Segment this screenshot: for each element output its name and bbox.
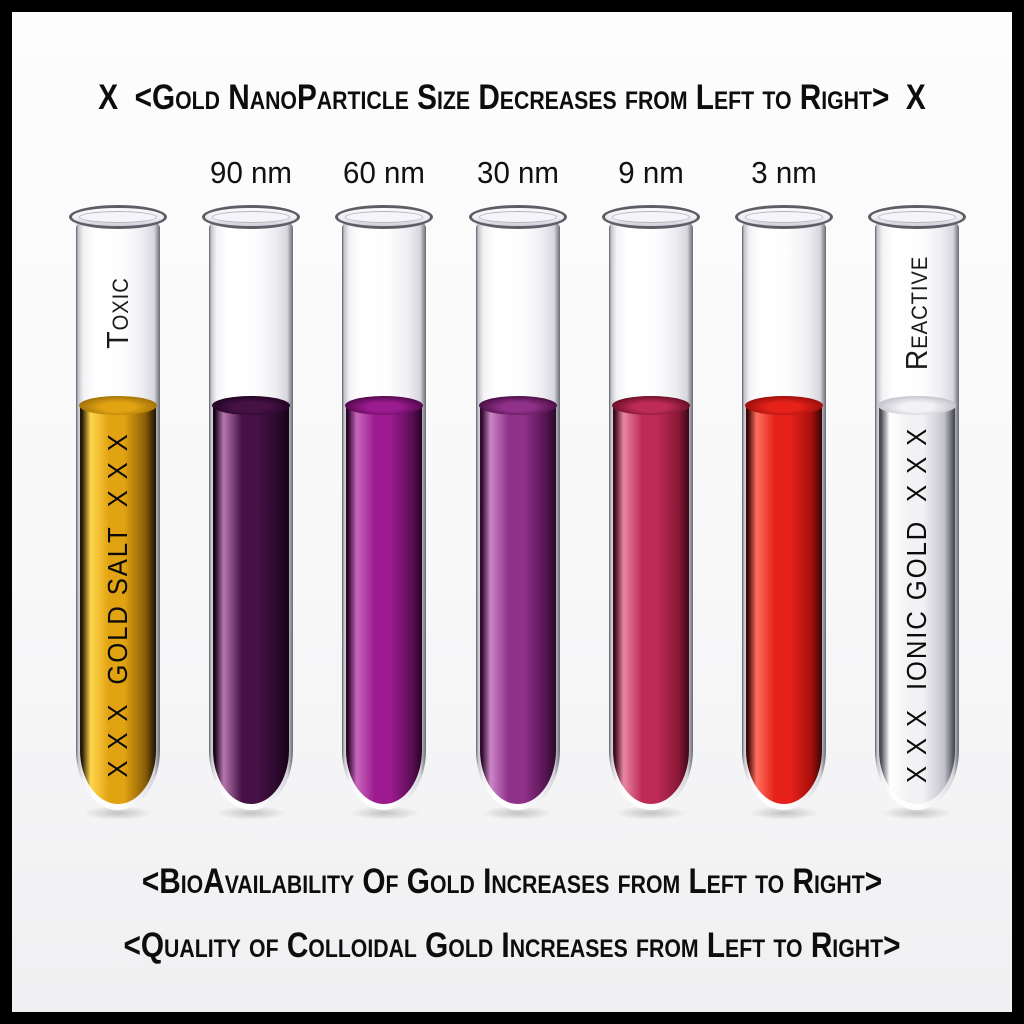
tube-liquid: X X X GOLD SALT X X X — [79, 396, 157, 804]
tube-shadow — [82, 806, 154, 820]
tube-liquid — [744, 396, 823, 804]
tube-liquid — [611, 396, 690, 804]
size-label: 30 nm — [476, 155, 559, 190]
neck-label: Toxic — [100, 277, 135, 349]
tube-rim — [468, 205, 567, 229]
tube-liquid: X X X IONIC GOLD X X X — [878, 396, 957, 804]
tube-shadow — [349, 806, 420, 820]
liquid-label: X X X GOLD SALT X X X — [102, 431, 133, 778]
tube-rim — [335, 205, 434, 229]
tube-glass — [741, 222, 826, 810]
tube-30nm: 30 nm — [468, 155, 567, 820]
size-label: 3 nm — [751, 155, 817, 190]
tube-9nm: 9 nm — [601, 155, 700, 820]
tube-glass — [475, 222, 560, 810]
tube-glass: Toxic X X X GOLD SALT X X X — [76, 222, 160, 810]
size-label: 90 nm — [210, 155, 293, 190]
tube-rim — [601, 205, 700, 229]
tube-rim — [734, 205, 833, 229]
tube-glass — [608, 222, 693, 810]
neck-label: Reactive — [899, 255, 935, 371]
tube-shadow — [215, 806, 287, 820]
tube-liquid — [345, 396, 424, 804]
tube-rim — [202, 205, 301, 229]
tube-liquid — [212, 396, 291, 804]
tube-shadow — [748, 806, 820, 820]
size-label — [42, 153, 194, 193]
tube-60nm: 60 nm — [335, 155, 434, 820]
tube-shadow — [881, 806, 953, 820]
tube-90nm: 90 nm — [202, 155, 301, 820]
tube-glass — [342, 222, 427, 810]
tube-glass — [209, 222, 294, 810]
page-title: X <Gold NanoParticle Size Decreases from… — [98, 78, 926, 117]
tube-shadow — [615, 806, 686, 820]
size-label: 60 nm — [343, 155, 426, 190]
size-label — [841, 153, 993, 193]
tube-gold-salt: Toxic X X X GOLD SALT X X X — [69, 205, 167, 820]
tube-liquid — [478, 396, 557, 804]
tube-shadow — [482, 806, 553, 820]
footer-quality: <Quality of Colloidal Gold Increases fro… — [123, 926, 901, 965]
tube-glass: Reactive X X X IONIC GOLD X X X — [875, 222, 960, 810]
liquid-label: X X X IONIC GOLD X X X — [901, 426, 933, 783]
size-label: 9 nm — [617, 155, 684, 190]
tube-ionic-gold: Reactive X X X IONIC GOLD X X X — [868, 205, 967, 820]
tube-3nm: 3 nm — [734, 155, 833, 820]
tube-rim — [69, 205, 167, 229]
footer-bioavailability: <BioAvailability Of Gold Increases from … — [141, 862, 883, 901]
tube-rim — [868, 205, 967, 229]
